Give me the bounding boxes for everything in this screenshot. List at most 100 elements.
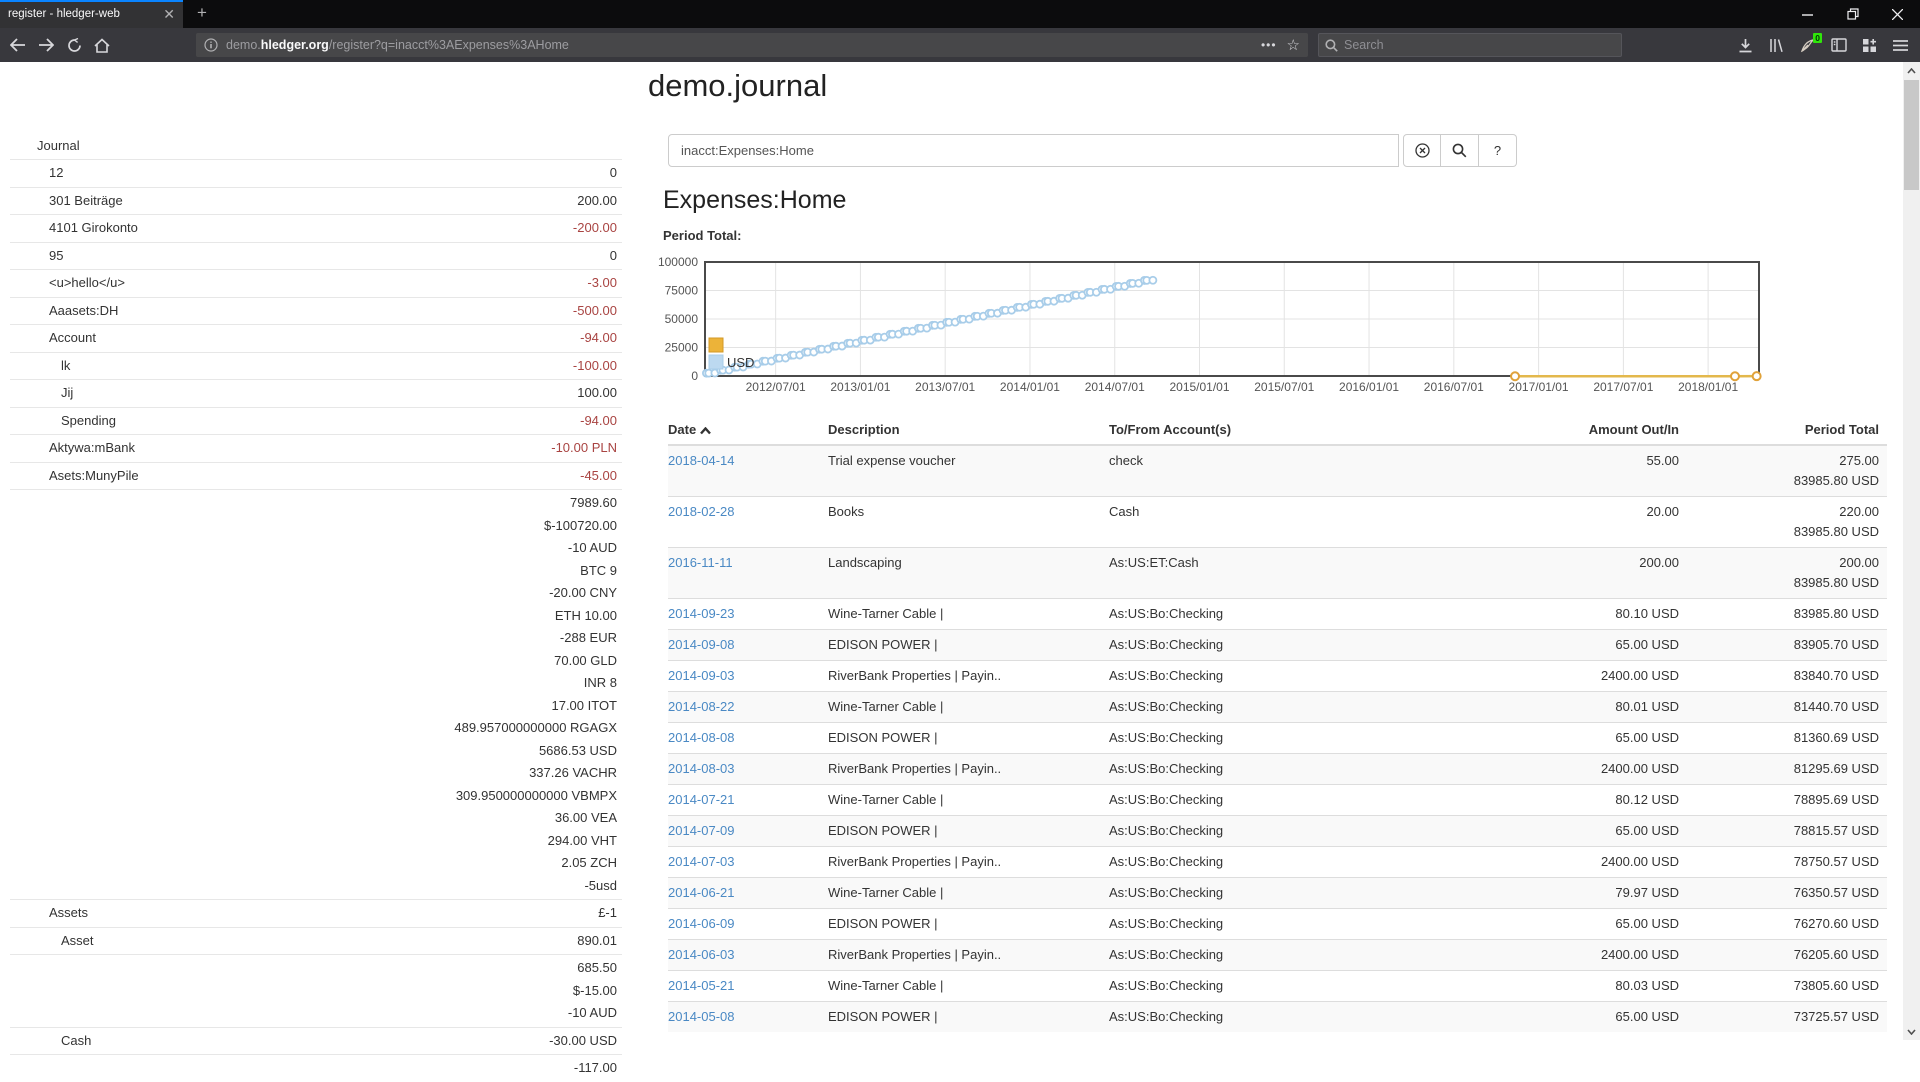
clear-query-button[interactable] — [1403, 134, 1441, 167]
cell-account[interactable]: As:US:Bo:Checking — [1109, 691, 1409, 723]
table-row[interactable]: 2014-08-08 EDISON POWER | As:US:Bo:Checkin… — [668, 722, 1887, 754]
table-row[interactable]: 2014-06-21 Wine-Tarner Cable | As:US:Bo:Ch… — [668, 877, 1887, 909]
cell-account[interactable]: As:US:Bo:Checking — [1109, 815, 1409, 847]
bookmark-star-icon[interactable]: ☆ — [1286, 37, 1300, 54]
date-link[interactable]: 2016-11-11 — [668, 555, 733, 570]
cell-account[interactable]: As:US:Bo:Checking — [1109, 908, 1409, 940]
date-link[interactable]: 2014-07-09 — [668, 823, 735, 838]
home-button[interactable] — [88, 31, 116, 59]
back-button[interactable] — [4, 31, 32, 59]
header-period-total[interactable]: Period Total — [1687, 417, 1887, 446]
sidebar-account-link[interactable]: 301 Beiträge — [49, 192, 123, 208]
sidebar-account-link[interactable] — [10, 1057, 61, 1080]
grid-add-icon[interactable] — [1854, 31, 1885, 59]
query-input[interactable] — [668, 134, 1399, 167]
downloads-icon[interactable] — [1730, 31, 1761, 59]
cell-account[interactable]: As:US:Bo:Checking — [1109, 629, 1409, 661]
header-amount[interactable]: Amount Out/In — [1409, 417, 1687, 446]
table-row[interactable]: 2018-04-14 Trial expense voucher check 55.0… — [668, 445, 1887, 497]
header-account[interactable]: To/From Account(s) — [1109, 417, 1409, 446]
sidebar-account-link[interactable] — [10, 957, 61, 1025]
date-link[interactable]: 2014-07-21 — [668, 792, 735, 807]
sidebar-account-link[interactable]: Spending — [61, 412, 116, 428]
date-link[interactable]: 2014-09-23 — [668, 606, 735, 621]
date-link[interactable]: 2014-06-09 — [668, 916, 735, 931]
sidebar-account-link[interactable]: Jij — [61, 385, 74, 400]
scrollbar-thumb[interactable] — [1904, 80, 1919, 190]
sidebar-account-link[interactable]: Asets:MunyPile — [49, 467, 139, 483]
sidebar-account-link[interactable]: <u>hello</u> — [49, 275, 125, 290]
sidebar-account-link[interactable]: Aktywa:mBank — [49, 440, 135, 455]
cell-account[interactable]: check — [1109, 453, 1143, 468]
url-bar[interactable]: demo.hledger.org/register?q=inacct%3AExp… — [196, 33, 1308, 57]
date-link[interactable]: 2014-09-03 — [668, 668, 735, 683]
cell-account[interactable]: As:US:Bo:Checking — [1109, 846, 1409, 878]
browser-search-input[interactable] — [1344, 38, 1584, 52]
cell-account[interactable]: As:US:Bo:Checking — [1109, 598, 1409, 630]
new-tab-button[interactable]: + — [197, 3, 207, 22]
library-icon[interactable] — [1761, 31, 1792, 59]
browser-search-bar[interactable] — [1318, 33, 1622, 57]
table-row[interactable]: 2014-07-03 RiverBank Properties | Payin..… — [668, 846, 1887, 878]
table-row[interactable]: 2014-08-22 Wine-Tarner Cable | As:US:Bo:Ch… — [668, 691, 1887, 723]
vertical-scrollbar[interactable] — [1903, 62, 1920, 1040]
header-description[interactable]: Description — [828, 417, 1109, 446]
date-link[interactable]: 2014-07-03 — [668, 854, 735, 869]
cell-account[interactable]: As:US:Bo:Checking — [1109, 784, 1409, 816]
table-row[interactable]: 2014-05-21 Wine-Tarner Cable | As:US:Bo:Ch… — [668, 970, 1887, 1002]
reload-button[interactable] — [60, 31, 88, 59]
sidebar-account-link[interactable]: Assets — [49, 905, 89, 920]
window-close-button[interactable] — [1875, 0, 1920, 28]
sidebars-icon[interactable] — [1823, 31, 1854, 59]
browser-tab[interactable]: register - hledger-web ✕ — [0, 0, 183, 28]
cell-account[interactable]: As:US:ET:Cash — [1109, 547, 1409, 599]
extension-quill-icon[interactable]: 0 — [1792, 31, 1823, 59]
site-info-icon[interactable] — [204, 38, 218, 52]
date-link[interactable]: 2014-08-08 — [668, 730, 735, 745]
table-row[interactable]: 2014-07-09 EDISON POWER | As:US:Bo:Checkin… — [668, 815, 1887, 847]
help-button[interactable]: ? — [1479, 134, 1517, 167]
table-row[interactable]: 2014-09-23 Wine-Tarner Cable | As:US:Bo:Ch… — [668, 598, 1887, 630]
date-link[interactable]: 2014-05-21 — [668, 978, 735, 993]
date-link[interactable]: 2014-08-03 — [668, 761, 735, 776]
tab-close-icon[interactable]: ✕ — [163, 5, 175, 22]
sidebar-account-link[interactable]: 4101 Girokonto — [49, 220, 138, 235]
scroll-up-icon[interactable] — [1903, 62, 1920, 79]
cell-account[interactable]: As:US:Bo:Checking — [1109, 939, 1409, 971]
menu-hamburger-icon[interactable] — [1885, 31, 1916, 59]
table-row[interactable]: 2014-09-03 RiverBank Properties | Payin..… — [668, 660, 1887, 692]
date-link[interactable]: 2014-08-22 — [668, 699, 735, 714]
scroll-down-icon[interactable] — [1903, 1023, 1920, 1040]
date-link[interactable]: 2014-06-21 — [668, 885, 735, 900]
cell-account[interactable]: As:US:Bo:Checking — [1109, 753, 1409, 785]
sidebar-account-link[interactable]: Asset — [61, 932, 94, 948]
table-row[interactable]: 2014-06-03 RiverBank Properties | Payin..… — [668, 939, 1887, 971]
page-actions-icon[interactable]: ••• — [1260, 38, 1277, 52]
date-link[interactable]: 2014-06-03 — [668, 947, 735, 962]
period-total-chart[interactable]: 2012/07/01 2013/01/01 2013/07/01 2014/01/01… — [648, 248, 1848, 403]
window-minimize-button[interactable] — [1785, 0, 1830, 28]
cell-account[interactable]: As:US:Bo:Checking — [1109, 660, 1409, 692]
cell-account[interactable]: As:US:Bo:Checking — [1109, 877, 1409, 909]
sidebar-account-link[interactable]: Aaasets:DH — [49, 302, 119, 318]
sidebar-account-link[interactable]: lk — [61, 357, 71, 373]
date-link[interactable]: 2014-09-08 — [668, 637, 735, 652]
table-row[interactable]: 2014-05-08 EDISON POWER | As:US:Bo:Checkin… — [668, 1001, 1887, 1032]
cell-account[interactable]: As:US:Bo:Checking — [1109, 1001, 1409, 1032]
cell-account[interactable]: Cash — [1109, 496, 1409, 548]
cell-account[interactable]: As:US:Bo:Checking — [1109, 970, 1409, 1002]
table-row[interactable]: 2014-07-21 Wine-Tarner Cable | As:US:Bo:Ch… — [668, 784, 1887, 816]
cell-account[interactable]: As:US:Bo:Checking — [1109, 722, 1409, 754]
date-link[interactable]: 2018-02-28 — [668, 504, 735, 519]
sidebar-account-link[interactable] — [10, 492, 49, 897]
table-row[interactable]: 2016-11-11 Landscaping As:US:ET:Cash 200.00… — [668, 547, 1887, 599]
table-row[interactable]: 2014-09-08 EDISON POWER | As:US:Bo:Checkin… — [668, 629, 1887, 661]
forward-button[interactable] — [32, 31, 60, 59]
table-row[interactable]: 2018-02-28 Books Cash 20.00 220.00 83985.80 U… — [668, 496, 1887, 548]
header-date[interactable]: Date — [668, 417, 828, 446]
search-submit-button[interactable] — [1441, 134, 1479, 167]
sidebar-account-link[interactable]: Cash — [61, 1032, 92, 1048]
sidebar-account-link[interactable]: 12 — [49, 165, 64, 180]
sidebar-journal-link[interactable]: Journal — [37, 138, 80, 153]
table-row[interactable]: 2014-06-09 EDISON POWER | As:US:Bo:Checkin… — [668, 908, 1887, 940]
